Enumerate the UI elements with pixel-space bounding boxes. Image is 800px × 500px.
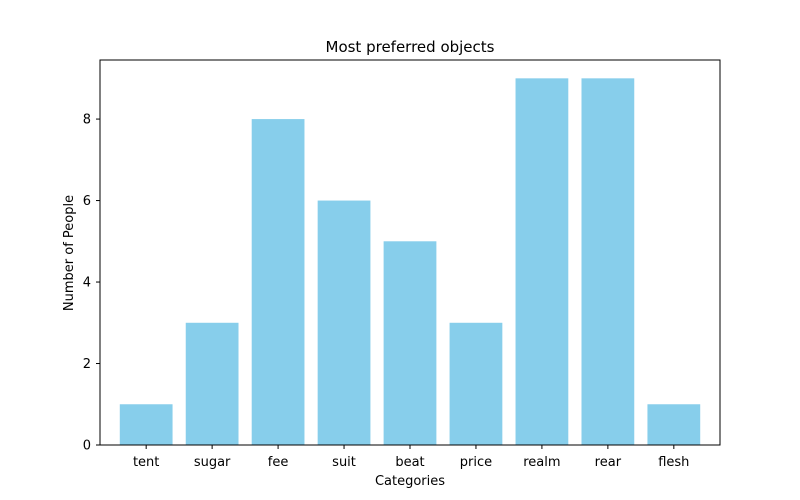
x-tick-label: tent <box>133 455 159 470</box>
x-axis-ticks: tent sugar fee suit beat price realm rear flesh <box>133 445 689 470</box>
chart-title: Most preferred objects <box>326 38 495 56</box>
bar-realm <box>516 78 569 445</box>
y-tick-label: 4 <box>83 276 91 291</box>
bars-group <box>120 78 700 445</box>
bar-sugar <box>186 323 239 445</box>
x-tick-label: price <box>460 455 492 470</box>
x-tick-label: fee <box>268 455 289 470</box>
y-tick-label: 6 <box>83 194 91 209</box>
y-tick-label: 2 <box>83 357 91 372</box>
y-axis-ticks: 0 2 4 6 8 <box>83 113 100 454</box>
bar-fee <box>252 119 305 445</box>
bar-suit <box>318 201 371 445</box>
y-axis-title: Number of People <box>62 195 77 311</box>
x-tick-label: beat <box>395 455 424 470</box>
bar-flesh <box>647 404 700 445</box>
bar-rear <box>581 78 634 445</box>
x-tick-label: realm <box>523 455 560 470</box>
x-tick-label: rear <box>595 455 622 470</box>
x-axis-title: Categories <box>375 474 445 489</box>
y-tick-label: 8 <box>83 113 91 128</box>
x-tick-label: suit <box>332 455 356 470</box>
bar-beat <box>384 241 437 445</box>
bar-price <box>450 323 503 445</box>
x-tick-label: sugar <box>194 455 231 470</box>
y-tick-label: 0 <box>83 439 91 454</box>
x-tick-label: flesh <box>658 455 689 470</box>
bar-tent <box>120 404 173 445</box>
